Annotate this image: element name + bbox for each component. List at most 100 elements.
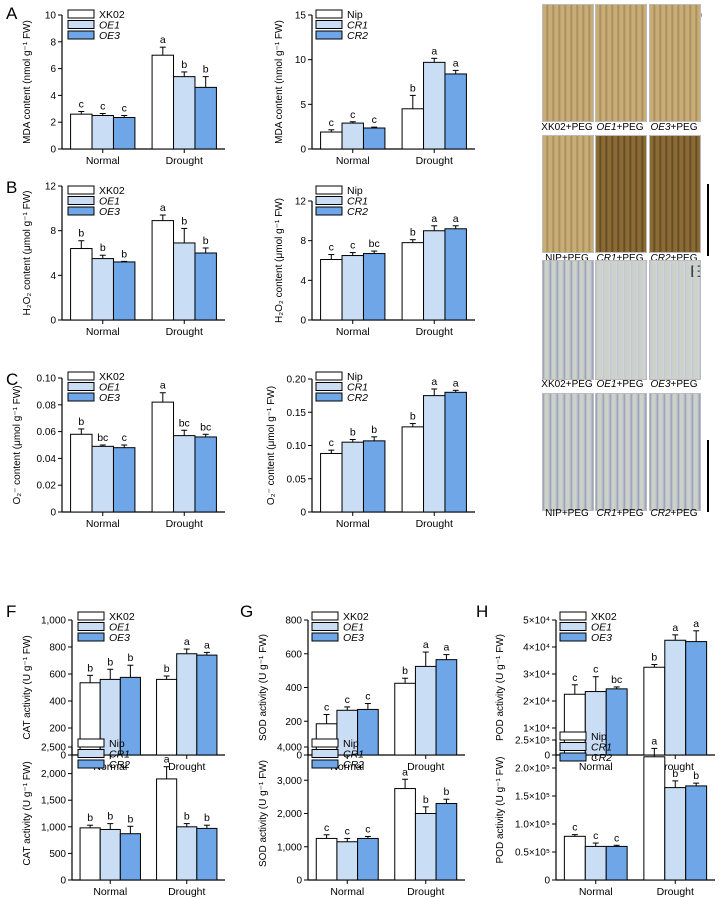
y-axis-label: O₂⁻ content (μmol g⁻¹ FW): [266, 386, 277, 505]
legend-label: CR2: [347, 392, 368, 404]
bar: [563, 835, 586, 881]
significance-letter: a: [431, 213, 437, 225]
photo-caption-e-2: OE1+PEG: [596, 379, 644, 390]
y-axis-label: O₂⁻ content (μmol g⁻¹ FW): [12, 385, 23, 504]
bar: [401, 426, 425, 513]
legend-swatch: [315, 382, 343, 391]
x-category-label: Drought: [407, 761, 444, 773]
significance-letter: a: [160, 34, 166, 46]
legend-label: CR2: [343, 759, 364, 771]
legend-swatch: [315, 9, 343, 19]
legend-swatch: [315, 185, 343, 195]
bar: [91, 445, 114, 513]
bar: [435, 659, 458, 756]
significance-letter: a: [164, 754, 170, 766]
y-tick-label: 400: [49, 697, 66, 708]
y-axis-label: MDA content (nmol g⁻¹ FW): [22, 20, 33, 144]
significance-letter: a: [431, 376, 437, 388]
y-tick-label: 8: [50, 37, 56, 48]
y-axis-label: CAT activity (U g⁻¹ FW): [22, 635, 33, 739]
y-tick-label: 4,000: [277, 743, 302, 754]
legend-swatch: [67, 9, 95, 19]
legend-label: XK02: [591, 611, 617, 623]
legend-swatch: [77, 611, 105, 621]
significance-letter: a: [402, 766, 408, 778]
bar: [444, 73, 467, 150]
bar: [664, 639, 687, 756]
legend-label: OE1: [343, 622, 364, 634]
legend-swatch: [77, 738, 105, 748]
chart-b1: 0 4 8 12 H₂O₂ content (μmol g⁻¹ FW) Normal b b b…: [22, 182, 225, 338]
bar: [112, 447, 136, 513]
panel-label-b: B: [6, 178, 18, 197]
photo-caption-e-3: OE3+PEG: [650, 379, 698, 390]
y-tick-label: 8: [50, 226, 56, 237]
legend-swatch: [311, 749, 339, 758]
legend-label: XK02: [99, 9, 125, 21]
legend-swatch: [77, 759, 105, 769]
y-tick-label: 200: [49, 724, 66, 735]
significance-letter: b: [672, 768, 678, 780]
y-tick-label: 0: [544, 876, 550, 887]
x-category-label: Normal: [579, 761, 613, 773]
y-axis-label: H₂O₂ content (μmol g⁻¹ FW): [274, 198, 285, 323]
y-tick-label: 200: [285, 717, 302, 728]
y-tick-label: 600: [49, 670, 66, 681]
photo-caption-d-4: NIP+PEG: [545, 253, 589, 264]
y-axis-label: POD activity (U g⁻¹ FW): [495, 757, 506, 864]
x-category-label: Drought: [166, 326, 203, 338]
photo-d-1: [542, 4, 594, 122]
significance-letter: c: [329, 117, 334, 129]
y-tick-label: 10: [45, 11, 57, 22]
y-tick-label: 400: [285, 683, 302, 694]
photo-d-4: [542, 135, 594, 253]
y-tick-label: 0: [50, 316, 56, 327]
significance-letter: a: [453, 213, 459, 225]
y-tick-label: 800: [285, 616, 302, 627]
significance-letter: b: [121, 248, 127, 260]
bar: [196, 827, 218, 881]
legend-label: OE3: [109, 632, 130, 644]
bar: [423, 61, 446, 150]
significance-letter: b: [87, 812, 93, 824]
significance-letter: c: [122, 432, 127, 444]
legend-label: Nip: [109, 738, 125, 750]
bar: [70, 248, 93, 321]
bar: [664, 787, 687, 881]
bar: [341, 255, 364, 321]
legend-label: CR2: [591, 752, 612, 764]
legend-label: OE3: [591, 632, 612, 644]
bar: [112, 261, 136, 321]
y-tick-label: 2.5×10⁵: [515, 736, 550, 747]
legend-label: CR2: [109, 759, 130, 771]
x-category-label: Drought: [166, 518, 203, 530]
x-category-label: Drought: [166, 155, 203, 167]
significance-letter: a: [204, 639, 210, 651]
significance-letter: b: [184, 811, 190, 823]
bar: [336, 841, 359, 881]
photo-caption-d-1: XK02+PEG: [541, 122, 593, 133]
y-tick-label: 1,000: [41, 822, 66, 833]
panel-label-a: A: [6, 4, 18, 23]
significance-letter: a: [672, 622, 678, 634]
bar: [435, 803, 458, 881]
significance-letter: b: [181, 215, 187, 227]
bar: [320, 259, 343, 321]
significance-letter: b: [181, 59, 187, 71]
significance-letter: b: [78, 416, 84, 428]
significance-letter: b: [410, 82, 416, 94]
legend-swatch: [77, 632, 105, 642]
x-category-label: Drought: [168, 761, 205, 773]
legend-label: Nip: [347, 185, 363, 197]
significance-letter: a: [453, 57, 459, 69]
y-tick-label: 2: [50, 118, 56, 129]
significance-letter: b: [651, 652, 657, 664]
significance-letter: a: [160, 202, 166, 214]
legend-swatch: [559, 742, 587, 751]
legend-swatch: [315, 196, 343, 205]
chart-h2: 0 0.5×10⁵ 1.0×10⁵ 1.5×10⁵ 2.0×10⁵ 2.5×10⁵ POD …: [495, 731, 715, 897]
chart-g1: 0 200 400 600 800 SOD activity (U g⁻¹ FW) Norm…: [258, 611, 465, 773]
legend-label: OE3: [99, 206, 120, 218]
bar: [112, 117, 136, 150]
